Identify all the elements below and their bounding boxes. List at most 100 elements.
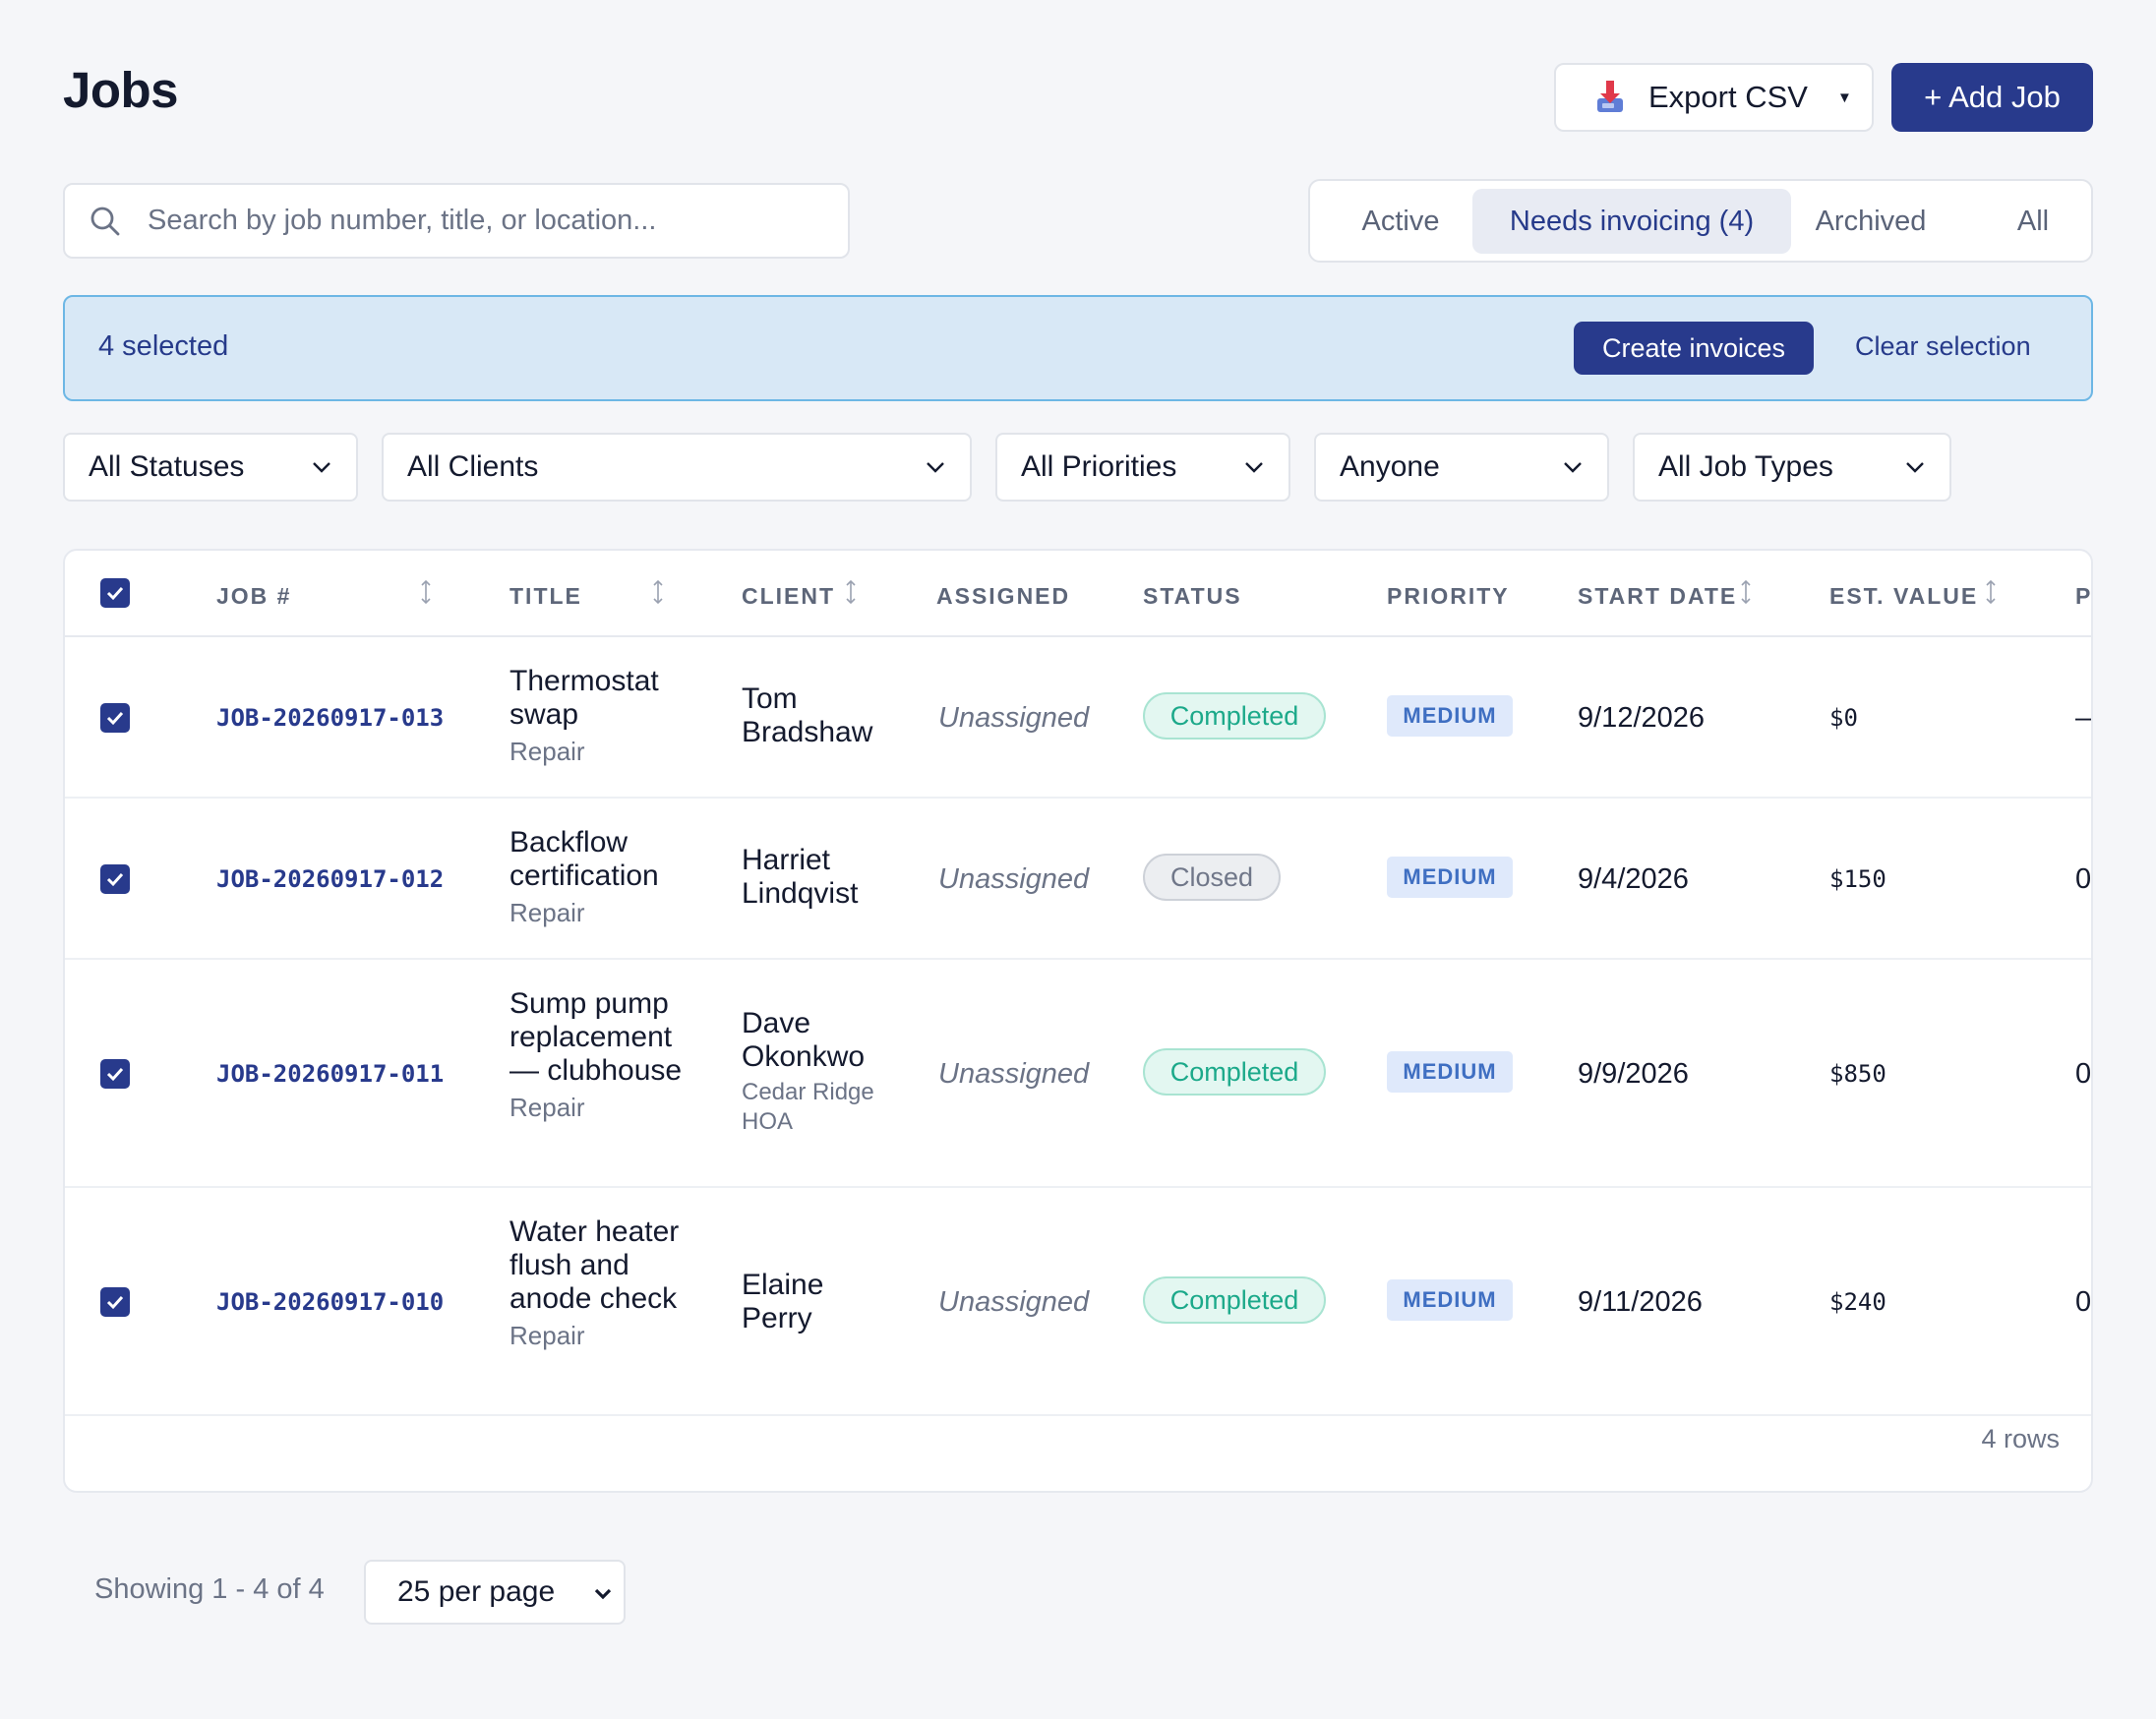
priority-badge: MEDIUM xyxy=(1387,857,1513,898)
client-name: Dave Okonkwo xyxy=(742,1007,866,1073)
job-number-link[interactable]: JOB-20260917-011 xyxy=(216,1060,445,1088)
chevron-down-icon xyxy=(313,462,330,473)
checkbox-checked-icon xyxy=(106,1295,124,1310)
clear-selection-button[interactable]: Clear selection xyxy=(1855,331,2031,361)
priority-badge: MEDIUM xyxy=(1387,1279,1513,1321)
start-date: 9/12/2026 xyxy=(1578,702,1706,734)
priority-filter-label: All Priorities xyxy=(1021,450,1177,483)
search-icon xyxy=(90,207,120,235)
create-invoices-button[interactable]: Create invoices xyxy=(1574,322,1814,375)
client-filter-label: All Clients xyxy=(407,450,539,483)
column-header-client[interactable]: CLIENT xyxy=(742,583,836,609)
sort-arrows-icon[interactable] xyxy=(651,578,665,606)
client-cell: Tom Bradshaw xyxy=(742,682,889,749)
assigned-value: Unassigned xyxy=(938,1286,1090,1318)
column-header-status: STATUS xyxy=(1143,583,1242,609)
assigned-value: Unassigned xyxy=(938,863,1090,895)
tab-needs-invoicing[interactable]: Needs invoicing (4) xyxy=(1472,189,1791,254)
truncated-column-value: — xyxy=(2075,702,2091,735)
table-row[interactable]: JOB-20260917-012 Backflow certification … xyxy=(65,799,2091,960)
client-filter[interactable]: All Clients xyxy=(382,433,972,502)
job-title-cell: Sump pump replacement — clubhouse Repair xyxy=(509,987,696,1125)
table-row[interactable]: JOB-20260917-010 Water heater flush and … xyxy=(65,1188,2091,1416)
job-number-link[interactable]: JOB-20260917-013 xyxy=(216,704,445,732)
status-badge: Completed xyxy=(1143,1276,1326,1324)
job-title-cell: Backflow certification Repair xyxy=(509,826,696,930)
client-name: Tom Bradshaw xyxy=(742,682,873,748)
export-csv-button[interactable]: Export CSV ▼ xyxy=(1554,63,1874,132)
start-date: 9/4/2026 xyxy=(1578,863,1689,895)
assigned-value: Unassigned xyxy=(938,1058,1090,1090)
view-tabs: Active Needs invoicing (4) Archived All xyxy=(1308,179,2093,263)
search-box xyxy=(63,183,850,259)
status-filter[interactable]: All Statuses xyxy=(63,433,358,502)
job-type-filter-label: All Job Types xyxy=(1658,450,1833,483)
client-cell: Harriet Lindqvist xyxy=(742,844,889,911)
search-input[interactable] xyxy=(148,205,816,237)
jobs-table: JOB # TITLE CLIENT ASSIGNED STATUS PRIOR… xyxy=(63,549,2093,1493)
add-job-button[interactable]: + Add Job xyxy=(1891,63,2093,132)
caret-down-icon: ▼ xyxy=(1836,89,1852,106)
job-title: Backflow certification xyxy=(509,826,659,892)
priority-badge: MEDIUM xyxy=(1387,695,1513,737)
column-header-title[interactable]: TITLE xyxy=(509,583,582,609)
column-header-est-value[interactable]: EST. VALUE xyxy=(1829,583,1979,609)
checkbox-checked-icon xyxy=(106,711,124,726)
assignee-filter[interactable]: Anyone xyxy=(1314,433,1609,502)
page-title: Jobs xyxy=(63,62,179,118)
column-header-job[interactable]: JOB # xyxy=(216,583,292,609)
column-header-truncated: PI xyxy=(2075,583,2093,609)
table-row[interactable]: JOB-20260917-013 Thermostat swap Repair … xyxy=(65,637,2091,799)
select-all-checkbox[interactable] xyxy=(100,578,130,608)
assignee-filter-label: Anyone xyxy=(1340,450,1440,483)
client-cell: Dave Okonkwo Cedar Ridge HOA xyxy=(742,1007,889,1137)
job-type: Repair xyxy=(509,898,585,927)
pagination-summary: Showing 1 - 4 of 4 xyxy=(94,1573,325,1605)
tab-archived[interactable]: Archived xyxy=(1815,205,1927,237)
job-type-filter[interactable]: All Job Types xyxy=(1633,433,1951,502)
row-checkbox[interactable] xyxy=(100,864,130,894)
column-header-priority: PRIORITY xyxy=(1387,583,1510,609)
sort-arrows-icon[interactable] xyxy=(1739,578,1753,606)
row-checkbox[interactable] xyxy=(100,1287,130,1317)
priority-filter[interactable]: All Priorities xyxy=(995,433,1290,502)
chevron-down-icon xyxy=(1906,462,1924,473)
row-count: 4 rows xyxy=(1981,1424,2060,1453)
job-number-link[interactable]: JOB-20260917-010 xyxy=(216,1288,445,1316)
tab-active[interactable]: Active xyxy=(1361,205,1440,237)
sort-arrows-icon[interactable] xyxy=(1984,578,1998,606)
per-page-label: 25 per page xyxy=(397,1575,556,1608)
per-page-select[interactable]: 25 per page xyxy=(364,1560,626,1625)
truncated-column-value: 0 xyxy=(2075,1286,2092,1318)
client-name: Harriet Lindqvist xyxy=(742,844,859,910)
table-header: JOB # TITLE CLIENT ASSIGNED STATUS PRIOR… xyxy=(65,551,2091,637)
status-badge: Closed xyxy=(1143,854,1281,901)
chevron-down-icon xyxy=(1564,462,1582,473)
job-title: Water heater flush and anode check xyxy=(509,1215,680,1315)
job-title: Thermostat swap xyxy=(509,665,659,731)
row-checkbox[interactable] xyxy=(100,1059,130,1089)
tab-all[interactable]: All xyxy=(2016,205,2050,237)
priority-badge: MEDIUM xyxy=(1387,1051,1513,1093)
chevron-down-icon xyxy=(1245,462,1263,473)
status-badge: Completed xyxy=(1143,692,1326,740)
job-type: Repair xyxy=(509,1093,585,1122)
table-row[interactable]: JOB-20260917-011 Sump pump replacement —… xyxy=(65,960,2091,1188)
column-header-start-date[interactable]: START DATE xyxy=(1578,583,1738,609)
job-title: Sump pump replacement — clubhouse xyxy=(509,987,683,1087)
start-date: 9/11/2026 xyxy=(1578,1286,1703,1318)
job-type: Repair xyxy=(509,1321,585,1350)
download-tray-icon xyxy=(1595,81,1625,114)
status-badge: Completed xyxy=(1143,1048,1326,1096)
client-organization: Cedar Ridge HOA xyxy=(742,1079,874,1135)
row-checkbox[interactable] xyxy=(100,703,130,733)
checkbox-checked-icon xyxy=(106,586,124,601)
est-value: $0 xyxy=(1829,704,1858,732)
job-number-link[interactable]: JOB-20260917-012 xyxy=(216,865,445,893)
chevron-down-icon xyxy=(594,1588,612,1600)
selected-count: 4 selected xyxy=(98,330,229,362)
column-header-assigned: ASSIGNED xyxy=(936,583,1071,609)
status-filter-label: All Statuses xyxy=(89,450,245,483)
sort-arrows-icon[interactable] xyxy=(419,578,433,606)
sort-arrows-icon[interactable] xyxy=(844,578,858,606)
